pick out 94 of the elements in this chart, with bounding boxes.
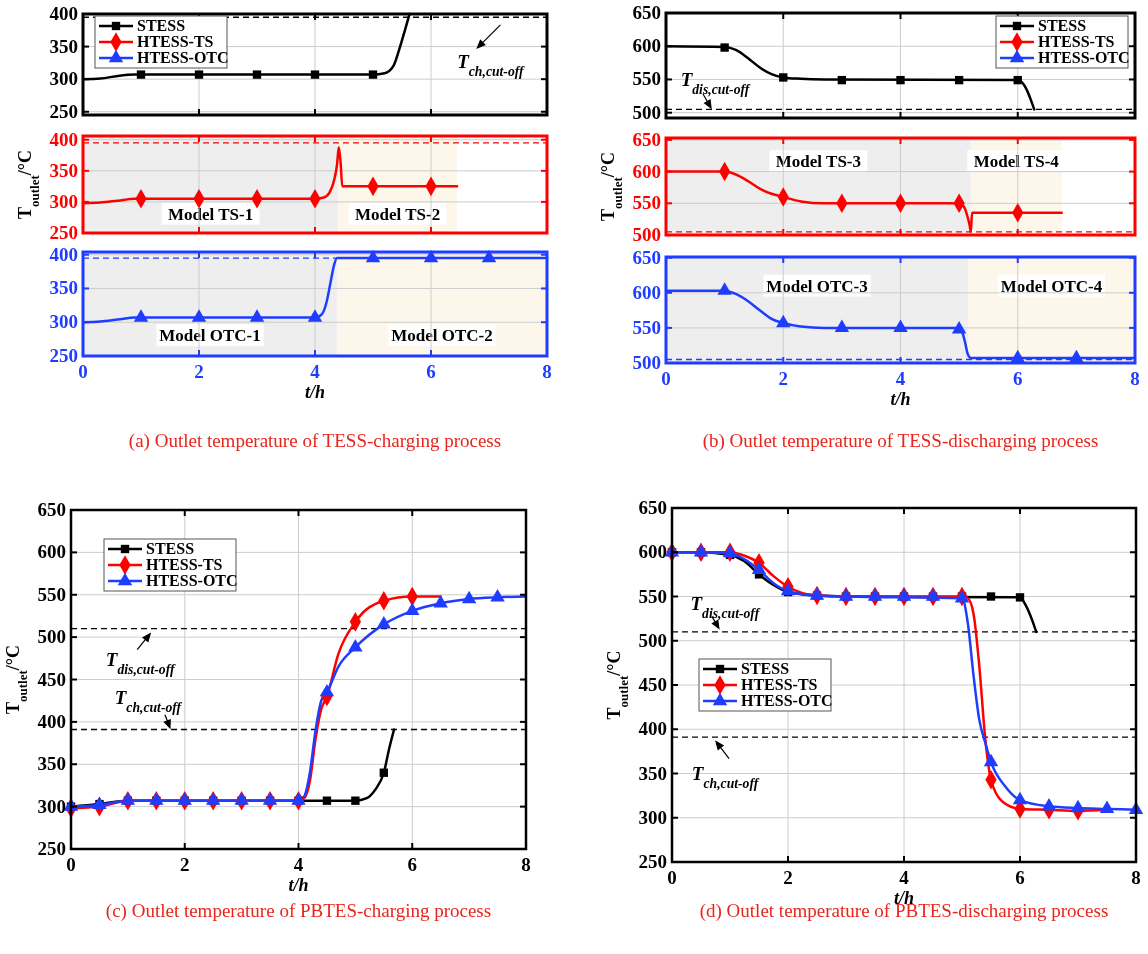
x-tick-label: 6 [426, 361, 436, 382]
y-tick-label: 600 [632, 160, 661, 182]
y-tick-label: 550 [37, 583, 66, 605]
legend-label: HTESS-TS [741, 676, 818, 693]
y-tick-label: 650 [37, 499, 66, 520]
y-tick-label: 550 [632, 316, 661, 338]
x-axis-title: t/h [890, 389, 911, 409]
y-tick-label: 600 [632, 35, 661, 57]
x-tick-label: 2 [194, 361, 204, 382]
band-label: Model TS-4 [973, 152, 1060, 172]
text: (b) Outlet temperature of TESS-discharging process [702, 430, 1099, 452]
y-tick-label: 350 [638, 762, 667, 784]
x-tick-label: 6 [1015, 867, 1025, 888]
y-tick-label: 650 [632, 128, 661, 150]
y-tick-label: 250 [49, 345, 78, 366]
y-tick-label: 450 [37, 668, 66, 690]
legend-label: STESS [1038, 17, 1087, 34]
y-tick-label: 650 [638, 497, 667, 518]
y-tick-label: 350 [37, 753, 66, 775]
x-tick-label: 2 [180, 854, 190, 875]
legend-label: STESS [741, 660, 790, 677]
x-tick-label: 8 [1130, 368, 1140, 389]
annotation: T$_{ch,cut-off}$ [691, 762, 760, 791]
annotation: T$_{ch,cut-off}$ [114, 686, 183, 715]
x-tick-label: 4 [293, 854, 304, 875]
y-tick-label: 250 [638, 851, 667, 872]
legend-label: STESS [137, 17, 186, 34]
annotation: T$_{dis,cut-off}$ [690, 593, 761, 621]
y-tick-label: 250 [37, 838, 66, 859]
y-tick-label: 300 [49, 68, 78, 90]
x-tick-label: 6 [407, 854, 417, 875]
text: (a) Outlet temperature of TESS-charging process [128, 430, 502, 452]
legend-label: HTESS-TS [137, 33, 214, 50]
y-tick-label: 350 [49, 277, 78, 299]
y-tick-label: 400 [49, 243, 78, 265]
band-label: Model OTC-4 [1000, 276, 1103, 296]
y-tick-label: 300 [37, 795, 66, 817]
legend-label: HTESS-OTC [1038, 49, 1130, 66]
x-tick-label: 6 [1013, 368, 1023, 389]
x-tick-label: 4 [899, 867, 910, 888]
y-tick-label: 350 [49, 159, 78, 181]
x-tick-label: 0 [66, 854, 76, 875]
y-tick-label: 400 [37, 710, 66, 732]
band-label: Model OTC-1 [159, 326, 261, 346]
annotation: T$_{dis,cut-off}$ [680, 69, 751, 97]
y-tick-label: 650 [632, 246, 661, 268]
band-label: Model TS-2 [355, 204, 441, 224]
legend-label: HTESS-TS [1038, 33, 1115, 50]
legend-label: HTESS-OTC [137, 49, 229, 66]
x-tick-label: 0 [661, 368, 671, 389]
annotation: T$_{dis,cut-off}$ [105, 648, 176, 677]
y-tick-label: 550 [632, 68, 661, 90]
y-tick-label: 550 [632, 192, 661, 214]
x-tick-label: 4 [895, 368, 906, 389]
y-tick-label: 300 [49, 190, 78, 212]
y-tick-label: 500 [632, 101, 661, 123]
y-tick-label: 400 [49, 128, 78, 150]
y-tick-label: 500 [632, 224, 661, 245]
x-tick-label: 4 [310, 361, 321, 382]
x-tick-label: 0 [667, 867, 677, 888]
legend-label: HTESS-TS [146, 556, 223, 573]
x-tick-label: 8 [1131, 867, 1141, 888]
x-tick-label: 2 [783, 867, 793, 888]
x-tick-label: 0 [78, 361, 88, 382]
x-axis-title: t/h [288, 875, 309, 895]
y-tick-label: 650 [632, 2, 661, 23]
band-label: Model TS-1 [168, 204, 254, 224]
legend-label: HTESS-OTC [146, 572, 238, 589]
y-tick-label: 500 [632, 352, 661, 373]
legend-label: STESS [146, 540, 195, 557]
y-tick-label: 600 [37, 541, 66, 563]
y-tick-label: 250 [49, 222, 78, 243]
y-tick-label: 400 [49, 3, 78, 24]
y-tick-label: 550 [638, 585, 667, 607]
y-tick-label: 250 [49, 100, 78, 122]
x-axis-title: t/h [304, 382, 326, 402]
x-tick-label: 2 [778, 368, 788, 389]
y-tick-label: 600 [632, 281, 661, 303]
y-tick-label: 600 [638, 541, 667, 563]
y-tick-label: 450 [638, 674, 667, 695]
y-tick-label: 400 [638, 718, 667, 740]
y-tick-label: 300 [638, 806, 667, 828]
y-tick-label: 500 [638, 629, 667, 651]
band-label: Model TS-3 [775, 152, 862, 172]
band-label: Model OTC-2 [391, 326, 493, 346]
legend-label: HTESS-OTC [741, 692, 833, 709]
x-tick-label: 8 [542, 361, 552, 382]
y-tick-label: 500 [37, 626, 66, 648]
y-tick-label: 300 [49, 311, 78, 333]
y-tick-label: 350 [49, 35, 78, 57]
text: (c) Outlet temperature of PBTES-charging process [105, 900, 492, 922]
band-label: Model OTC-3 [766, 276, 868, 296]
annotation: T$_{ch,cut-off}$ [457, 50, 526, 79]
x-tick-label: 8 [521, 854, 531, 875]
